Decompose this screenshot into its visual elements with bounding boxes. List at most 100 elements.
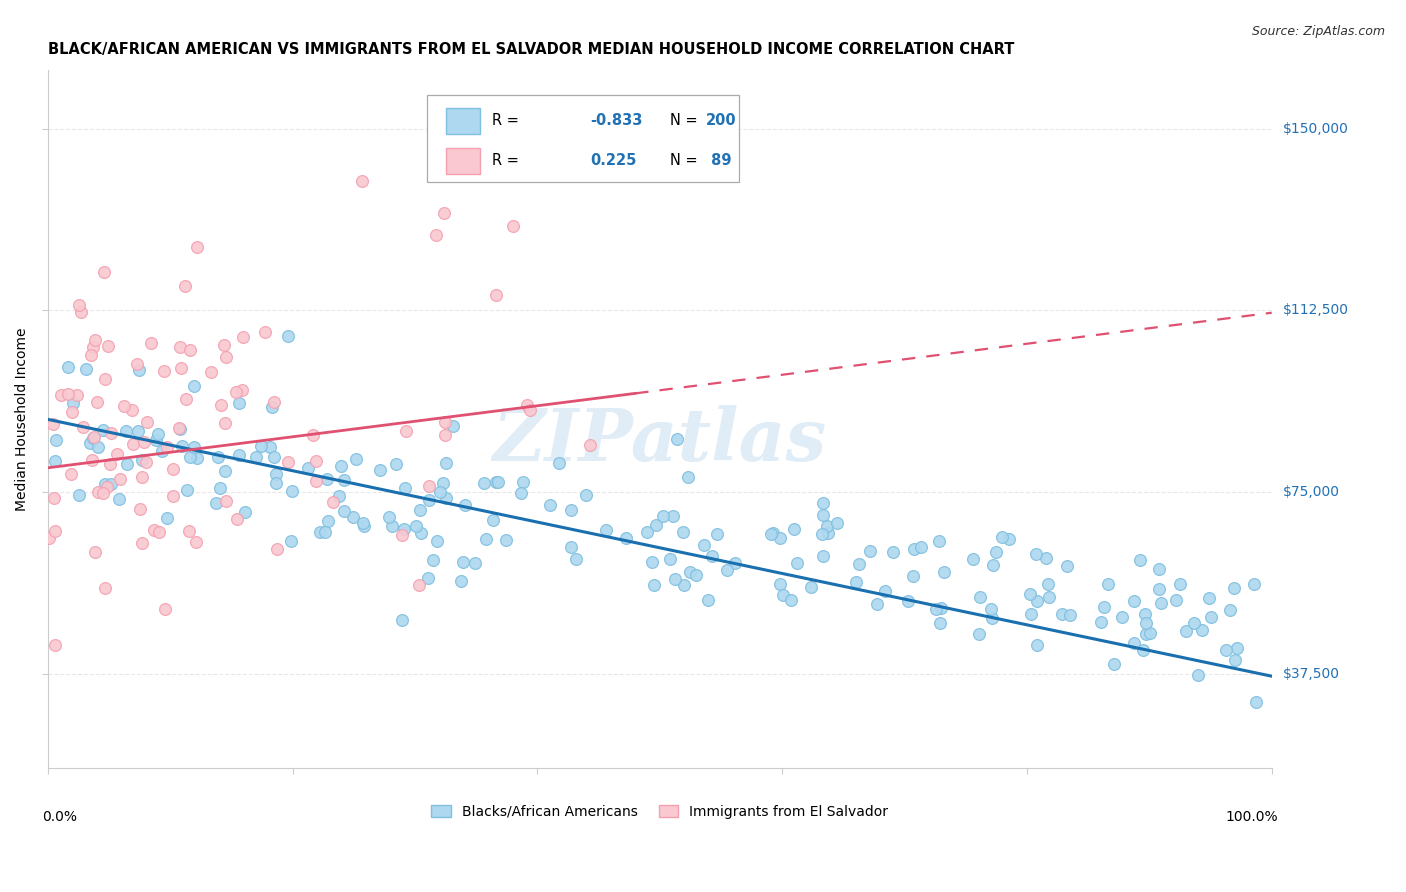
Point: [1132, 642, 1154, 657]
Point: [226, 512, 249, 526]
Point: [1133, 607, 1156, 622]
Point: [706, 527, 728, 541]
Point: [692, 538, 714, 552]
Point: [59, 467, 82, 481]
Point: [169, 340, 191, 354]
Point: [696, 593, 718, 607]
Point: [1149, 582, 1171, 596]
Point: [322, 495, 344, 509]
FancyBboxPatch shape: [427, 95, 740, 182]
Point: [418, 571, 440, 585]
Point: [997, 532, 1019, 546]
Point: [769, 577, 792, 591]
Text: Source: ZipAtlas.com: Source: ZipAtlas.com: [1251, 25, 1385, 38]
Point: [1025, 638, 1047, 652]
Point: [117, 457, 139, 471]
Point: [1122, 594, 1144, 608]
Point: [342, 510, 364, 524]
Point: [112, 399, 135, 413]
Point: [1021, 607, 1043, 621]
Point: [394, 482, 416, 496]
Point: [1026, 593, 1049, 607]
Point: [425, 227, 447, 242]
Point: [910, 540, 932, 554]
Point: [44, 638, 66, 652]
Point: [254, 325, 277, 339]
Point: [685, 568, 707, 582]
Point: [980, 601, 1002, 615]
Point: [169, 422, 191, 436]
Point: [565, 552, 588, 566]
Point: [815, 519, 838, 533]
Point: [150, 444, 173, 458]
Point: [986, 545, 1008, 559]
Point: [60, 404, 83, 418]
Point: [179, 524, 201, 538]
Point: [408, 577, 430, 591]
Point: [277, 328, 299, 343]
Point: [1198, 591, 1220, 606]
Point: [281, 483, 304, 498]
Point: [127, 425, 149, 439]
Point: [980, 610, 1002, 624]
Point: [42, 491, 65, 506]
Text: R =: R =: [492, 153, 519, 169]
Point: [426, 533, 449, 548]
Point: [409, 526, 432, 541]
Point: [1135, 627, 1157, 641]
Point: [474, 475, 496, 490]
Point: [172, 440, 194, 454]
Point: [1097, 577, 1119, 591]
Point: [679, 565, 702, 579]
Point: [666, 433, 689, 447]
Point: [512, 475, 534, 489]
Point: [1219, 603, 1241, 617]
Point: [328, 490, 350, 504]
Point: [314, 524, 336, 539]
Point: [128, 363, 150, 377]
Text: BLACK/AFRICAN AMERICAN VS IMMIGRANTS FROM EL SALVADOR MEDIAN HOUSEHOLD INCOME CO: BLACK/AFRICAN AMERICAN VS IMMIGRANTS FRO…: [48, 42, 1014, 57]
Point: [811, 496, 834, 510]
Point: [759, 526, 782, 541]
Point: [925, 602, 948, 616]
Point: [333, 504, 356, 518]
Point: [156, 440, 179, 454]
Point: [1104, 657, 1126, 671]
Point: [1174, 624, 1197, 638]
Point: [209, 481, 232, 495]
Point: [131, 536, 153, 550]
Point: [772, 588, 794, 602]
Point: [207, 450, 229, 464]
Point: [1223, 653, 1246, 667]
Point: [49, 388, 72, 402]
Point: [595, 523, 617, 537]
Point: [432, 475, 454, 490]
Point: [486, 475, 509, 490]
Point: [183, 378, 205, 392]
Point: [434, 456, 457, 470]
Point: [305, 474, 328, 488]
Point: [700, 549, 723, 563]
Point: [817, 526, 839, 541]
Point: [1092, 599, 1115, 614]
Text: ZIPatlas: ZIPatlas: [492, 405, 827, 475]
Point: [1036, 577, 1059, 591]
Point: [67, 488, 90, 502]
Point: [502, 219, 524, 233]
Point: [100, 425, 122, 440]
Point: [262, 400, 284, 414]
FancyBboxPatch shape: [446, 108, 479, 134]
Point: [575, 488, 598, 502]
Point: [1111, 609, 1133, 624]
Point: [91, 485, 114, 500]
Point: [44, 524, 66, 538]
Point: [378, 510, 401, 524]
Point: [153, 364, 176, 378]
Point: [1226, 640, 1249, 655]
Point: [108, 491, 131, 506]
Text: N =: N =: [669, 113, 697, 128]
Point: [636, 525, 658, 540]
Point: [186, 240, 208, 254]
Point: [848, 557, 870, 571]
Y-axis label: Median Household Income: Median Household Income: [15, 327, 30, 511]
